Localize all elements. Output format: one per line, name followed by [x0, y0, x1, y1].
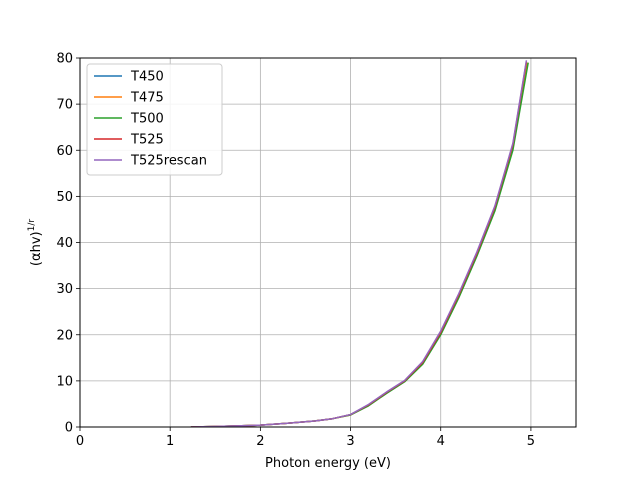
series-line-t475 — [190, 62, 529, 427]
y-axis-ticks: 0 10 20 30 40 50 60 70 80 — [56, 52, 80, 436]
series-line-t450 — [190, 62, 528, 427]
y-tick-label: 60 — [56, 144, 73, 159]
legend: T450 T475 T500 T525 T525rescan — [86, 63, 223, 176]
x-tick-label: 2 — [256, 434, 264, 449]
y-axis-label: (αhv)1/r — [27, 219, 44, 266]
series-line-t525 — [190, 61, 528, 427]
y-tick-label: 30 — [56, 282, 73, 297]
x-tick-label: 4 — [437, 434, 445, 449]
y-axis-label-exponent: 1/r — [27, 219, 37, 232]
legend-entry: T450 — [130, 70, 164, 85]
legend-entry: T500 — [130, 112, 164, 127]
x-tick-label: 3 — [346, 434, 354, 449]
x-tick-label: 5 — [527, 434, 535, 449]
x-tick-label: 1 — [166, 434, 174, 449]
y-tick-label: 10 — [56, 374, 73, 389]
series-line-t525rescan — [190, 60, 528, 427]
x-axis-ticks: 0 1 2 3 4 5 — [76, 427, 535, 449]
legend-entry: T525rescan — [130, 154, 207, 169]
x-axis-label: Photon energy (eV) — [265, 456, 391, 471]
y-tick-label: 50 — [56, 190, 73, 205]
x-tick-label: 0 — [76, 434, 84, 449]
y-axis-label-main: (αhv) — [29, 231, 44, 266]
y-tick-label: 40 — [56, 236, 73, 251]
legend-entry: T475 — [130, 91, 164, 106]
legend-box — [86, 63, 223, 176]
y-tick-label: 80 — [56, 52, 73, 67]
y-tick-label: 20 — [56, 328, 73, 343]
y-tick-label: 0 — [65, 421, 73, 436]
series-line-t500 — [190, 62, 529, 427]
y-tick-label: 70 — [56, 98, 73, 113]
legend-entry: T525 — [130, 133, 164, 148]
grid — [79, 57, 576, 428]
plot-series — [190, 60, 529, 427]
